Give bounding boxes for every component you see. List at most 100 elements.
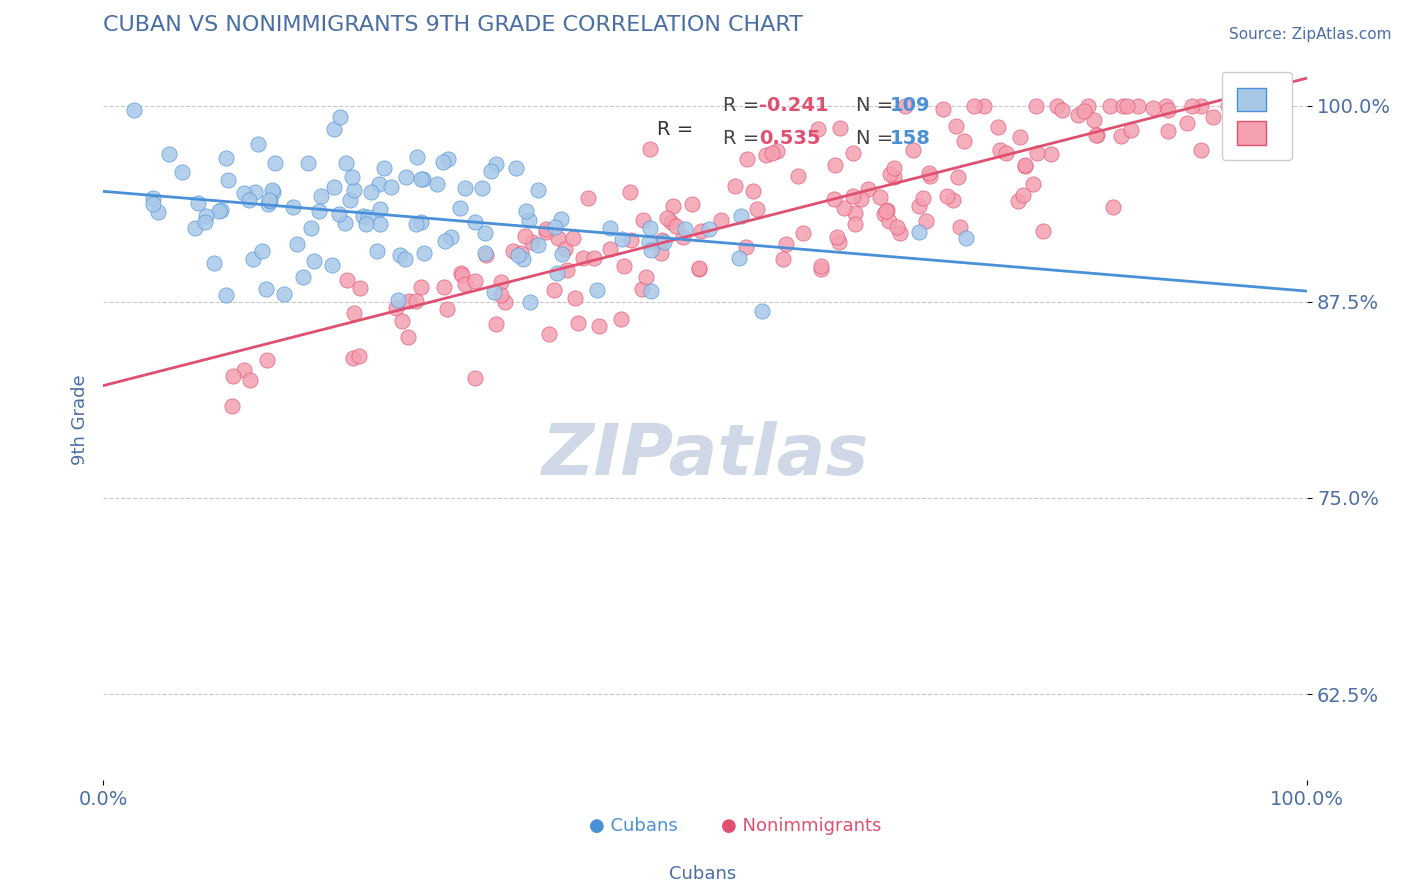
Point [936,189,959,203]
Text: 158: 158 [890,128,931,148]
Point [869,190,891,204]
Point [343,305,366,319]
Point [1102,200,1125,214]
Point [505,161,527,175]
Point [474,227,496,241]
Point [911,191,934,205]
Point [485,317,508,331]
Point [547,231,569,245]
Point [426,177,449,191]
Point [281,201,304,215]
Point [299,221,322,235]
Point [142,197,165,211]
Point [1085,128,1108,143]
Point [572,251,595,265]
Point [250,244,273,258]
Point [786,169,808,183]
Point [450,266,472,280]
Point [385,301,408,316]
Point [661,215,683,229]
Point [825,229,848,244]
Point [259,194,281,209]
Point [1216,99,1239,113]
Point [772,252,794,266]
Point [335,156,357,170]
Point [356,217,378,231]
Point [640,244,662,258]
Point [544,220,567,235]
Point [380,179,402,194]
Text: 0.535: 0.535 [759,128,821,148]
Point [440,230,463,244]
Point [394,252,416,266]
Point [1181,99,1204,113]
Point [398,294,420,309]
Point [1121,122,1143,136]
Text: R =: R = [723,128,766,148]
Point [688,261,710,276]
Point [901,143,924,157]
Point [502,244,524,258]
Point [886,220,908,235]
Point [308,203,330,218]
Point [534,225,557,239]
Point [396,330,419,344]
Point [336,273,359,287]
Point [239,373,262,387]
Point [292,270,315,285]
Point [543,283,565,297]
Point [1022,177,1045,191]
Point [775,237,797,252]
Point [883,169,905,184]
Point [333,217,356,231]
Point [745,202,768,216]
Point [1073,104,1095,119]
Point [761,146,783,161]
Point [202,256,225,270]
Point [172,165,194,179]
Point [215,288,238,302]
Point [1039,147,1062,161]
Point [710,212,733,227]
Point [238,193,260,207]
Point [233,362,256,376]
Point [613,259,636,273]
Point [537,327,560,342]
Text: ● Cubans: ● Cubans [589,817,678,835]
Point [297,155,319,169]
Point [519,295,541,310]
Point [858,182,880,196]
Point [517,213,540,227]
Point [1111,129,1133,144]
Point [464,274,486,288]
Point [946,169,969,184]
Point [494,295,516,310]
Point [142,191,165,205]
Point [823,192,845,206]
Point [195,209,218,223]
Point [515,203,537,218]
Point [512,252,534,266]
Legend: , : , [1222,72,1292,161]
Point [433,280,456,294]
Point [827,235,849,249]
Point [640,285,662,299]
Point [217,173,239,187]
Point [322,179,344,194]
Point [546,266,568,280]
Point [1128,99,1150,113]
Point [1014,159,1036,173]
Point [988,143,1011,157]
Point [735,240,758,254]
Point [697,222,720,236]
Point [1084,128,1107,142]
Point [755,148,778,162]
Point [148,205,170,219]
Point [638,142,661,156]
Point [527,183,550,197]
Point [631,282,654,296]
Point [323,121,346,136]
Point [1116,99,1139,113]
Point [1010,130,1032,145]
Point [638,221,661,235]
